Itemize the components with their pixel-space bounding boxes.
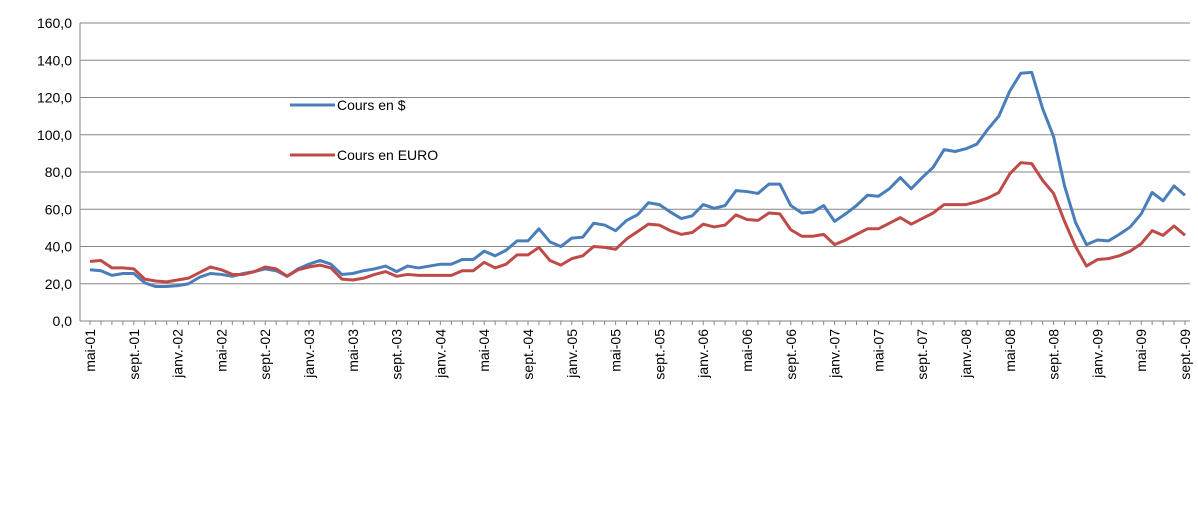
x-tick-label: janv.-04	[432, 329, 448, 379]
x-tick-label: mai-04	[476, 329, 492, 372]
y-tick-label: 20,0	[45, 276, 72, 292]
y-tick-label: 0,0	[53, 313, 73, 329]
x-tick-label: sept.-08	[1046, 329, 1062, 380]
x-tick-label: sept.-03	[389, 329, 405, 380]
x-tick-label: sept.-05	[651, 329, 667, 380]
x-tick-label: sept.-02	[257, 329, 273, 380]
data-line	[89, 70, 1186, 289]
x-tick-label: janv.-02	[170, 329, 186, 379]
x-tick-label: janv.-06	[695, 329, 711, 379]
y-tick-label: 120,0	[37, 90, 72, 106]
x-tick-label: mai-03	[345, 329, 361, 372]
x-tick-label: janv.-05	[564, 329, 580, 379]
x-tick-label: mai-08	[1002, 329, 1018, 372]
x-tick-label: mai-01	[82, 329, 98, 372]
x-tick-label: mai-05	[608, 329, 624, 372]
legend-label: Cours en EURO	[337, 147, 438, 163]
x-tick-label: janv.-09	[1089, 329, 1105, 379]
y-tick-label: 60,0	[45, 201, 72, 217]
x-tick-label: janv.-08	[958, 329, 974, 379]
x-tick-label: janv.-03	[301, 329, 317, 379]
x-tick-label: mai-02	[213, 329, 229, 372]
x-tick-label: sept.-01	[126, 329, 142, 380]
y-tick-label: 100,0	[37, 127, 72, 143]
x-tick-label: mai-07	[870, 329, 886, 372]
y-tick-label: 160,0	[37, 15, 72, 31]
x-tick-label: mai-06	[739, 329, 755, 372]
data-line	[89, 161, 1186, 284]
x-tick-label: sept.-07	[914, 329, 930, 380]
x-tick-label: janv.-07	[827, 329, 843, 379]
y-tick-label: 140,0	[37, 52, 72, 68]
legend-label: Cours en $	[337, 97, 406, 113]
x-tick-label: mai-09	[1133, 329, 1149, 372]
x-tick-label: sept.-04	[520, 329, 536, 380]
x-tick-label: sept.-06	[783, 329, 799, 380]
y-tick-label: 40,0	[45, 239, 72, 255]
x-tick-label: sept.-09	[1177, 329, 1193, 380]
y-tick-label: 80,0	[45, 164, 72, 180]
